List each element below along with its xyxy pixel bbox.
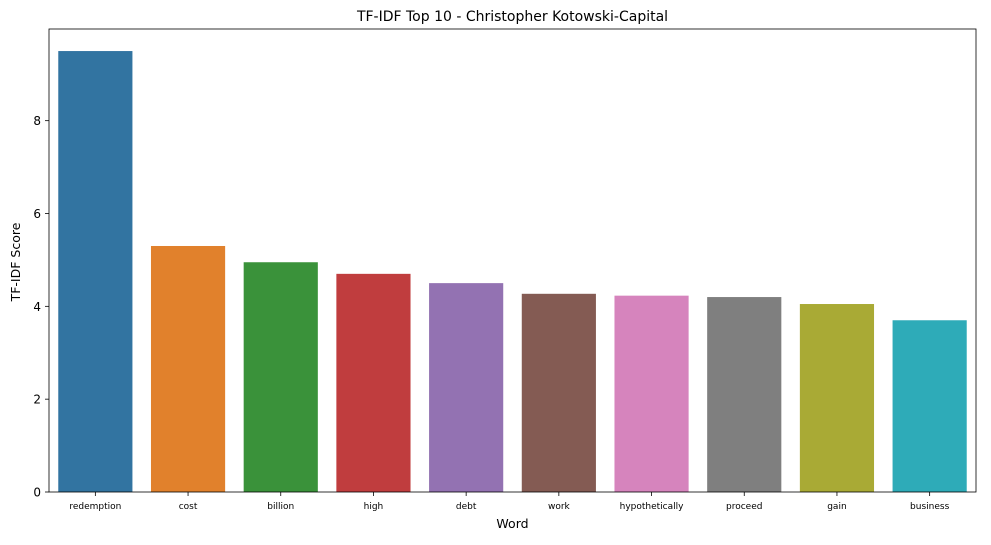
x-tick-label: work bbox=[548, 502, 571, 512]
x-tick-label: hypothetically bbox=[620, 502, 685, 512]
bar bbox=[614, 295, 689, 492]
x-tick-label: debt bbox=[456, 502, 477, 512]
x-tick-label: proceed bbox=[726, 502, 762, 512]
y-axis-label: TF-IDF Score bbox=[8, 222, 23, 302]
bar bbox=[707, 297, 782, 492]
y-tick-label: 2 bbox=[33, 393, 41, 407]
bar bbox=[243, 262, 318, 492]
axes-frame bbox=[48, 28, 977, 493]
bar bbox=[429, 283, 504, 492]
x-tick-label: gain bbox=[827, 502, 846, 512]
chart-title: TF-IDF Top 10 - Christopher Kotowski-Cap… bbox=[356, 9, 668, 25]
bar bbox=[150, 245, 226, 492]
plot-area: redemption cost billion high debt work hypothe… bbox=[33, 28, 977, 512]
x-tick-label: redemption bbox=[69, 502, 121, 512]
x-tick-label: business bbox=[910, 502, 950, 512]
x-tick-label: high bbox=[364, 502, 384, 512]
x-axis-label: Word bbox=[496, 516, 528, 531]
y-tick-label: 4 bbox=[33, 300, 41, 314]
bar bbox=[336, 273, 411, 492]
bar bbox=[58, 51, 133, 493]
y-tick-label: 6 bbox=[33, 207, 41, 221]
bar bbox=[799, 304, 875, 492]
x-tick-label: billion bbox=[267, 502, 294, 512]
bar bbox=[892, 320, 967, 492]
y-tick-label: 0 bbox=[33, 486, 41, 500]
y-tick-label: 8 bbox=[33, 114, 41, 128]
bar bbox=[521, 293, 596, 492]
x-tick-label: cost bbox=[179, 502, 198, 512]
